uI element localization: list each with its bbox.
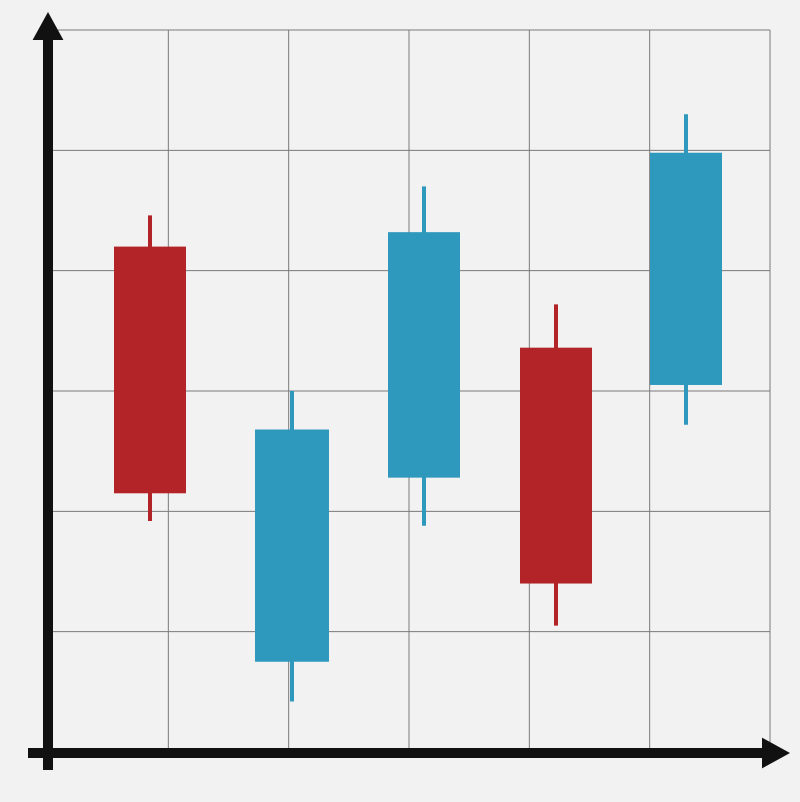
candlestick-chart <box>0 0 800 802</box>
candle-body <box>520 348 592 584</box>
candle-body <box>114 247 186 494</box>
chart-svg <box>0 0 800 802</box>
candle-body <box>650 153 722 385</box>
candle-body <box>388 232 460 477</box>
candle-body <box>255 430 329 662</box>
